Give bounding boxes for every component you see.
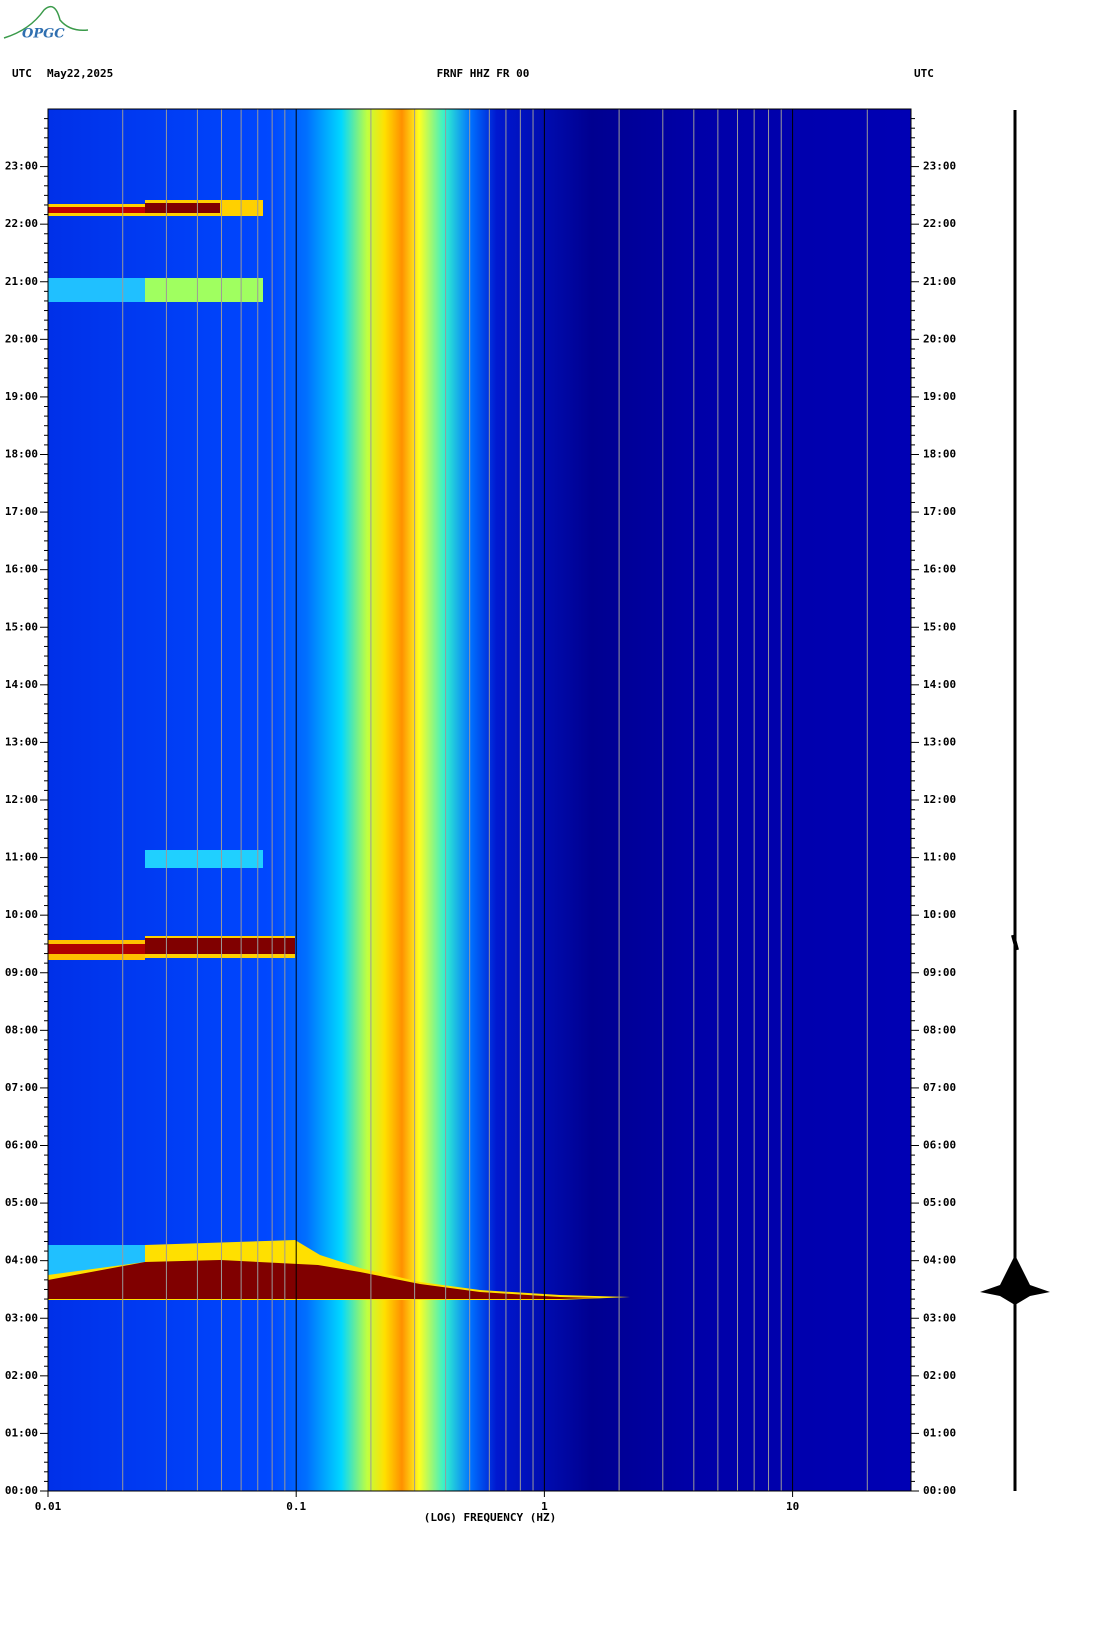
- y-tick-label-right: 05:00: [923, 1196, 956, 1209]
- y-tick-label-right: 10:00: [923, 908, 956, 921]
- y-tick-label: 07:00: [5, 1081, 38, 1094]
- y-tick-label: 13:00: [5, 735, 38, 748]
- y-tick-label: 22:00: [5, 217, 38, 230]
- y-tick-label-right: 21:00: [923, 275, 956, 288]
- spectrogram-events: [48, 200, 630, 1300]
- y-tick-label: 11:00: [5, 851, 38, 864]
- seismogram: [980, 110, 1050, 1491]
- y-tick-label-right: 07:00: [923, 1081, 956, 1094]
- y-tick-label: 21:00: [5, 275, 38, 288]
- x-axis-label: (LOG) FREQUENCY (HZ): [424, 1511, 556, 1524]
- y-tick-label: 23:00: [5, 160, 38, 173]
- y-tick-label-right: 03:00: [923, 1311, 956, 1324]
- y-tick-label-right: 06:00: [923, 1139, 956, 1152]
- timezone-label: UTC: [914, 67, 934, 80]
- y-tick-label-right: 01:00: [923, 1426, 956, 1439]
- y-tick-label-right: 14:00: [923, 678, 956, 691]
- y-tick-label: 03:00: [5, 1311, 38, 1324]
- y-tick-label-right: 08:00: [923, 1023, 956, 1036]
- y-tick-label: 12:00: [5, 793, 38, 806]
- y-tick-label-right: 11:00: [923, 851, 956, 864]
- timezone-label: UTC: [12, 67, 32, 80]
- y-tick-label-right: 15:00: [923, 620, 956, 633]
- y-tick-label-right: 02:00: [923, 1369, 956, 1382]
- y-tick-label: 15:00: [5, 620, 38, 633]
- chart-title: FRNF HHZ FR 00: [437, 67, 530, 80]
- y-tick-label: 14:00: [5, 678, 38, 691]
- y-tick-label: 06:00: [5, 1139, 38, 1152]
- y-tick-label: 17:00: [5, 505, 38, 518]
- y-tick-label: 02:00: [5, 1369, 38, 1382]
- y-tick-label-right: 04:00: [923, 1254, 956, 1267]
- y-tick-label: 10:00: [5, 908, 38, 921]
- axes: 0.01 0.1 1 10 00:00 00:00 01:00 01:00 02:00 02:00…: [5, 118, 956, 1513]
- y-tick-label-right: 22:00: [923, 217, 956, 230]
- y-tick-label-right: 12:00: [923, 793, 956, 806]
- x-tick-label: 0.01: [35, 1500, 62, 1513]
- y-tick-label: 18:00: [5, 448, 38, 461]
- logo: OPGC: [3, 5, 89, 42]
- y-tick-label: 19:00: [5, 390, 38, 403]
- y-tick-label: 01:00: [5, 1426, 38, 1439]
- x-tick-label: 10: [786, 1500, 799, 1513]
- y-tick-label: 16:00: [5, 563, 38, 576]
- y-tick-label-right: 17:00: [923, 505, 956, 518]
- x-tick-label: 1: [541, 1500, 548, 1513]
- y-tick-label-right: 19:00: [923, 390, 956, 403]
- x-tick-label: 0.1: [286, 1500, 306, 1513]
- y-tick-label: 20:00: [5, 332, 38, 345]
- y-tick-label: 00:00: [5, 1484, 38, 1497]
- y-tick-label-right: 09:00: [923, 966, 956, 979]
- y-tick-label-right: 18:00: [923, 448, 956, 461]
- grid: [47, 109, 868, 1491]
- y-tick-label-right: 20:00: [923, 332, 956, 345]
- logo-text: OPGC: [22, 27, 65, 42]
- y-tick-label: 08:00: [5, 1023, 38, 1036]
- y-tick-label-right: 00:00: [923, 1484, 956, 1497]
- y-tick-label-right: 23:00: [923, 160, 956, 173]
- y-tick-label: 05:00: [5, 1196, 38, 1209]
- y-tick-label: 09:00: [5, 966, 38, 979]
- date-label: May22,2025: [47, 67, 113, 80]
- y-tick-label-right: 13:00: [923, 735, 956, 748]
- y-tick-label-right: 16:00: [923, 563, 956, 576]
- y-tick-label: 04:00: [5, 1254, 38, 1267]
